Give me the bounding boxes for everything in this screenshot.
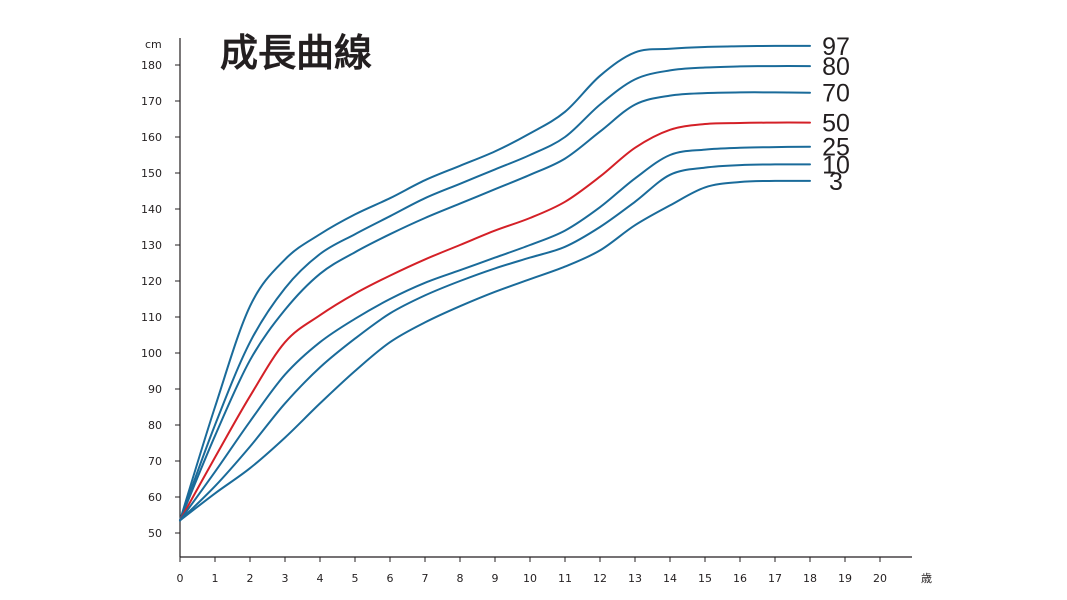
percentile-curve-70 [179,91,811,522]
x-tick-label: 2 [247,572,254,585]
y-axis-ticks: 50 60 70 80 90 100 110 120 130 140 150 160 170 180 [141,59,180,540]
y-tick-label: 50 [148,527,162,540]
percentile-curve-97 [179,44,811,522]
x-axis-ticks: 0 1 2 3 4 5 6 7 8 9 10 11 12 13 14 15 16 17 18 19 20 [177,557,887,585]
x-tick-label: 16 [733,572,747,585]
x-tick-label: 19 [838,572,852,585]
x-axis-unit-label: 歳 [921,572,932,585]
y-tick-label: 130 [141,239,162,252]
x-tick-label: 14 [663,572,677,585]
x-tick-label: 5 [352,572,359,585]
y-tick-label: 110 [141,311,162,324]
percentile-curve-10 [179,163,811,522]
x-tick-label: 1 [212,572,219,585]
x-tick-label: 10 [523,572,537,585]
percentile-label-80: 80 [822,53,850,81]
percentile-curves [179,44,811,522]
x-tick-label: 9 [492,572,499,585]
y-tick-label: 100 [141,347,162,360]
x-tick-label: 18 [803,572,817,585]
x-tick-label: 20 [873,572,887,585]
y-tick-label: 70 [148,455,162,468]
x-tick-label: 12 [593,572,607,585]
x-tick-label: 6 [387,572,394,585]
y-tick-label: 60 [148,491,162,504]
y-tick-label: 160 [141,131,162,144]
x-tick-label: 7 [422,572,429,585]
y-axis-unit-label: cm [145,38,162,51]
percentile-label-97: 97 [822,33,850,61]
percentile-label-50: 50 [822,110,850,138]
percentile-curve-50 [179,121,811,522]
x-tick-label: 13 [628,572,642,585]
y-tick-label: 120 [141,275,162,288]
percentile-label-25: 25 [822,134,850,162]
chart-title: 成長曲線 [220,31,372,75]
y-tick-label: 90 [148,383,162,396]
x-tick-label: 8 [457,572,464,585]
percentile-curve-80 [179,65,811,522]
y-tick-label: 140 [141,203,162,216]
x-tick-label: 17 [768,572,782,585]
percentile-label-70: 70 [822,80,850,108]
percentile-label-3: 3 [829,168,843,196]
y-tick-label: 170 [141,95,162,108]
x-tick-label: 11 [558,572,572,585]
x-tick-label: 4 [317,572,324,585]
x-tick-label: 15 [698,572,712,585]
y-tick-label: 150 [141,167,162,180]
percentile-curve-25 [179,145,811,522]
y-tick-label: 80 [148,419,162,432]
y-tick-label: 180 [141,59,162,72]
x-tick-label: 3 [282,572,289,585]
percentile-curve-3 [179,179,811,522]
x-tick-label: 0 [177,572,184,585]
axes [179,38,912,558]
percentile-label-10: 10 [822,151,850,179]
